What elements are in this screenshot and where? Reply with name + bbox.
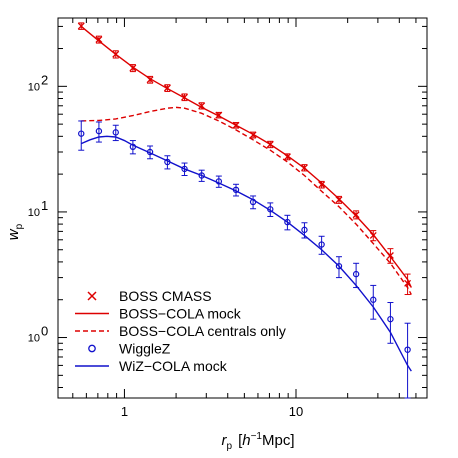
x-tick-label: 10	[289, 404, 303, 419]
data-point-circle	[370, 296, 377, 303]
series-line	[80, 135, 412, 372]
data-point-circle	[181, 165, 188, 173]
cross-stroke	[386, 252, 394, 259]
y-tick-exponent: 0	[41, 324, 48, 339]
series-line	[80, 25, 412, 288]
legend-circle-swatch	[88, 344, 96, 353]
cross-stroke	[198, 102, 206, 110]
y-tick-label: 10	[28, 333, 40, 345]
legend-entry: BOSS CMASS	[87, 288, 212, 304]
data-point-circle	[335, 262, 343, 270]
data-point-circle	[95, 127, 103, 135]
legend-label: BOSS−COLA centrals only	[119, 323, 286, 339]
data-point-cross	[318, 181, 326, 189]
legend-label: WiggleZ	[119, 341, 171, 357]
series-line	[81, 106, 412, 295]
data-point-circle	[387, 315, 394, 323]
cross-stroke	[146, 76, 154, 84]
y-tick-exponent: 2	[41, 72, 48, 87]
cross-stroke	[215, 111, 223, 119]
y-tick-label: 10	[28, 81, 40, 93]
cross-stroke	[283, 153, 291, 161]
cross-stroke	[77, 22, 85, 30]
data-point-circle	[301, 226, 308, 234]
data-point-circle	[284, 218, 291, 226]
x-tick-label: 1	[121, 404, 128, 419]
legend-cross-stroke	[87, 291, 97, 301]
data-point-circle	[404, 346, 411, 353]
y-tick-exponent: 1	[41, 198, 48, 213]
legend-label: BOSS CMASS	[119, 288, 212, 304]
y-tick-label: 10	[28, 207, 40, 219]
data-point-circle	[112, 129, 119, 136]
y-axis-label: wp	[5, 223, 25, 240]
legend-entry: BOSS−COLA centrals only	[75, 323, 286, 339]
legend-entry: WiZ−COLA mock	[75, 358, 228, 374]
data-point-cross	[95, 36, 103, 43]
plot-frame	[57, 17, 428, 399]
data-point-circle	[78, 130, 85, 137]
legend-entry: BOSS−COLA mock	[75, 306, 242, 322]
data-point-circle	[352, 270, 360, 278]
legend-entry: WiggleZ	[88, 341, 171, 357]
legend-label: BOSS−COLA mock	[119, 306, 242, 322]
cross-stroke	[352, 211, 360, 219]
data-point-circle	[198, 172, 205, 179]
data-point-circle	[318, 241, 325, 248]
cross-stroke	[95, 36, 103, 43]
data-point-cross	[352, 211, 360, 219]
cross-stroke	[318, 181, 326, 189]
legend-label: WiZ−COLA mock	[119, 358, 228, 374]
x-axis-label: rp [h−1Mpc]	[222, 431, 295, 452]
